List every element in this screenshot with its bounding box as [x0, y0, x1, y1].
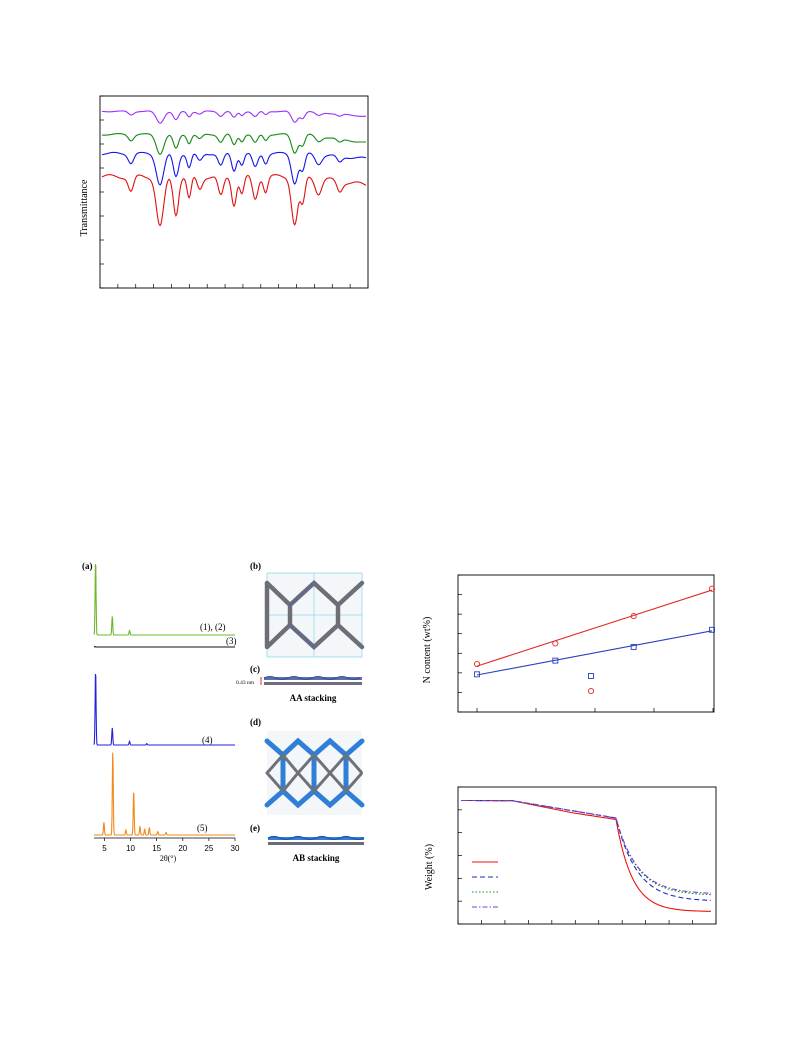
n-content-point: [709, 626, 715, 633]
xrd-figure: (a) (1), (2) (3) (4) (5) 5 10 15 20 25 30 2θ(…: [78, 555, 378, 870]
legend-circle-marker: [587, 687, 595, 695]
tga-chart: Weight (%): [424, 786, 717, 925]
ab-stacking-label: AB stacking: [293, 853, 340, 863]
n-content-point: [708, 585, 716, 592]
panel-b-label: (b): [250, 561, 261, 571]
ab-stacking-image: [267, 835, 365, 845]
n-content-chart: N content (wt%): [422, 574, 716, 713]
xrd-pattern-line: [93, 673, 235, 746]
aa-stacking-label: AA stacking: [290, 693, 337, 703]
n-content-fit-line: [476, 589, 713, 667]
xrd-x-tick-label: 15: [152, 844, 161, 853]
xrd-x-tick-label: 30: [231, 844, 240, 853]
panel-c-label: (c): [250, 664, 260, 674]
xrd-label-3: (3): [226, 636, 237, 646]
ftir-figure: Transmittance: [75, 90, 375, 295]
tga-ylabel: Weight (%): [424, 844, 435, 890]
tga-series-line: [461, 799, 711, 894]
xrd-pattern-line: [93, 563, 235, 636]
ftir-series-line: [101, 110, 366, 124]
xrd-label-5: (5): [197, 823, 208, 833]
tga-series-line: [461, 799, 711, 901]
ftir-series-line: [101, 174, 367, 227]
n-content-point: [630, 643, 637, 650]
n-content-figure: N content (wt%): [420, 570, 730, 720]
ftir-chart: Transmittance: [79, 95, 369, 289]
ftir-ylabel: Transmittance: [79, 179, 90, 236]
structure-b-image: [264, 572, 365, 658]
xrd-x-tick-label: 25: [204, 844, 213, 853]
xrd-chart: (a) (1), (2) (3) (4) (5) 5 10 15 20 25 30 2θ(…: [82, 561, 365, 863]
ftir-plot-frame: [99, 95, 369, 289]
legend-square-marker: [588, 673, 594, 679]
tga-plot-frame: [457, 786, 717, 925]
panel-e-label: (e): [250, 823, 260, 833]
xrd-x-tick-label: 5: [102, 844, 107, 853]
xrd-x-tick-label: 10: [126, 844, 135, 853]
tga-figure: Weight (%): [420, 782, 730, 932]
xrd-label-1-2: (1), (2): [200, 622, 226, 632]
tga-series-line: [461, 799, 711, 912]
n-content-point: [552, 640, 559, 647]
panel-d-label: (d): [250, 717, 261, 727]
n-content-ylabel: N content (wt%): [422, 617, 433, 684]
n-content-point: [552, 657, 559, 664]
xrd-pattern-line: [94, 752, 235, 836]
n-content-point: [474, 671, 480, 678]
interlayer-distance-label: 0.43 nm: [236, 680, 255, 686]
ftir-series-line: [101, 133, 367, 156]
aa-stacking-image: [260, 676, 362, 685]
n-content-point: [630, 613, 637, 620]
panel-a-label: (a): [82, 561, 93, 571]
n-content-plot-frame: [457, 574, 715, 713]
xrd-xlabel: 2θ(°): [160, 854, 177, 863]
xrd-x-tick-label: 20: [178, 844, 187, 853]
n-content-point: [473, 661, 481, 668]
ftir-series-line: [101, 151, 367, 186]
xrd-label-4: (4): [202, 735, 213, 745]
n-content-fit-line: [476, 630, 713, 676]
structure-d-image: [264, 731, 365, 815]
